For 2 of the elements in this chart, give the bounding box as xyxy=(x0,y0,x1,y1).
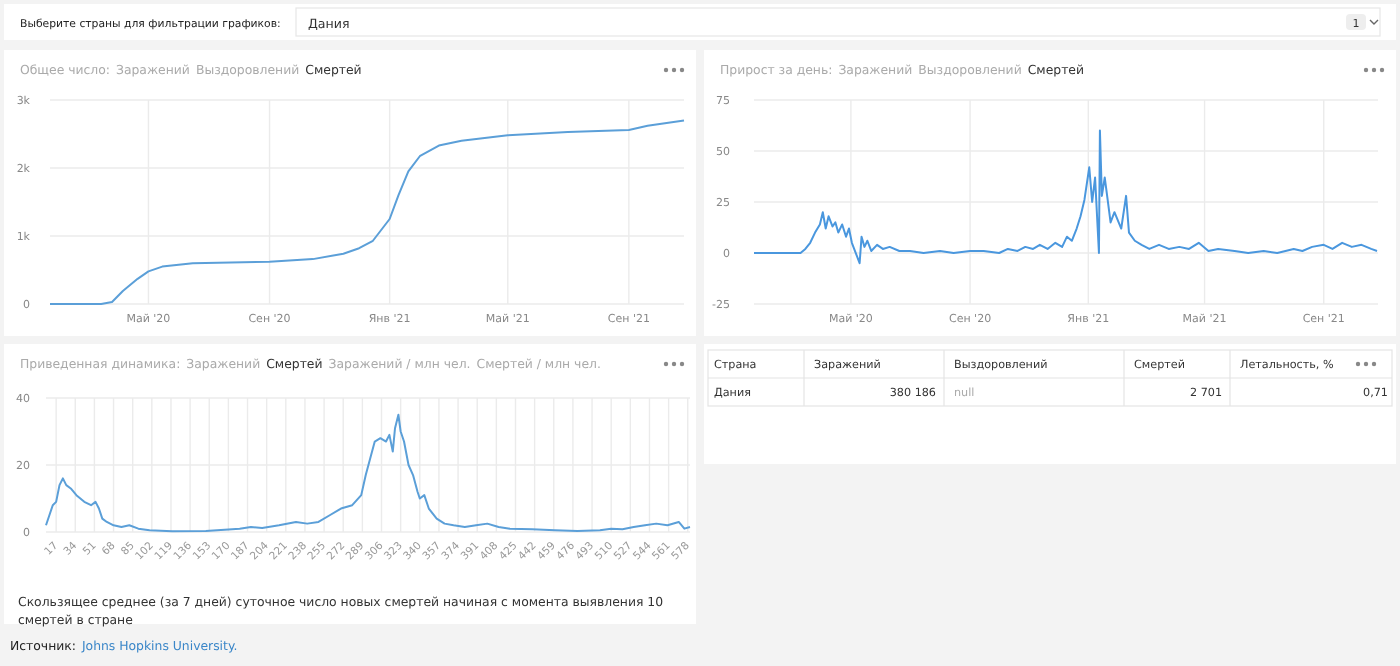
line-series xyxy=(49,119,685,305)
line-series xyxy=(753,129,1379,265)
